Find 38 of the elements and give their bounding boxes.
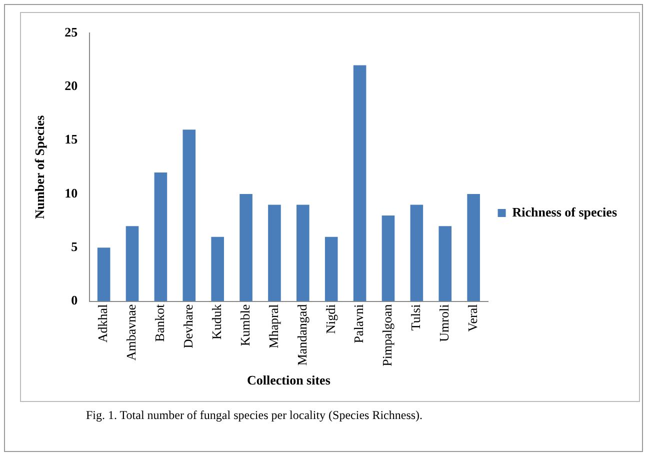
y-tick-label: 0 bbox=[71, 292, 78, 308]
y-tick-label: 15 bbox=[64, 132, 78, 147]
x-tick-label: Ambavnae bbox=[124, 304, 139, 361]
x-tick-label: Veral bbox=[464, 304, 480, 332]
y-tick-label: 10 bbox=[64, 185, 78, 200]
bar bbox=[240, 194, 252, 302]
bar bbox=[438, 226, 452, 302]
x-tick-label: Adkhal bbox=[95, 304, 110, 343]
bar bbox=[211, 236, 224, 302]
bar bbox=[126, 226, 139, 302]
bar bbox=[467, 194, 480, 302]
bar bbox=[296, 204, 310, 302]
x-tick-label: Pimpalgoan bbox=[380, 304, 395, 366]
bar bbox=[382, 215, 395, 302]
x-tick-label: Bankot bbox=[152, 304, 168, 342]
x-tick-label: Nigdi bbox=[322, 304, 338, 334]
x-tick-label: Umroli bbox=[436, 304, 452, 342]
x-tick-label: Kuduk bbox=[209, 304, 224, 340]
bar bbox=[268, 204, 281, 302]
bar bbox=[182, 130, 196, 302]
bar bbox=[324, 236, 338, 302]
bar bbox=[353, 65, 366, 302]
bar bbox=[97, 248, 110, 302]
legend-label: Richness of species bbox=[512, 204, 617, 220]
x-tick-label: Kumble bbox=[237, 304, 252, 346]
x-tick-label: Palavni bbox=[351, 304, 366, 344]
x-tick-label: Devhare bbox=[180, 304, 196, 348]
caption: Fig. 1. Total number of fungal species per locality (Species Richness). bbox=[86, 408, 423, 423]
y-tick-label: 5 bbox=[71, 238, 78, 254]
bar bbox=[154, 172, 168, 302]
x-tick-label: Tulsi bbox=[408, 304, 424, 331]
x-tick-label: Mhapral bbox=[266, 304, 281, 348]
y-tick-label: 20 bbox=[64, 78, 78, 94]
y-axis-title: Number of Species bbox=[32, 115, 48, 220]
x-axis-title: Collection sites bbox=[246, 372, 330, 388]
y-tick-label: 25 bbox=[64, 24, 78, 40]
x-tick-label: Mandangad bbox=[294, 304, 310, 366]
bar bbox=[410, 204, 424, 302]
